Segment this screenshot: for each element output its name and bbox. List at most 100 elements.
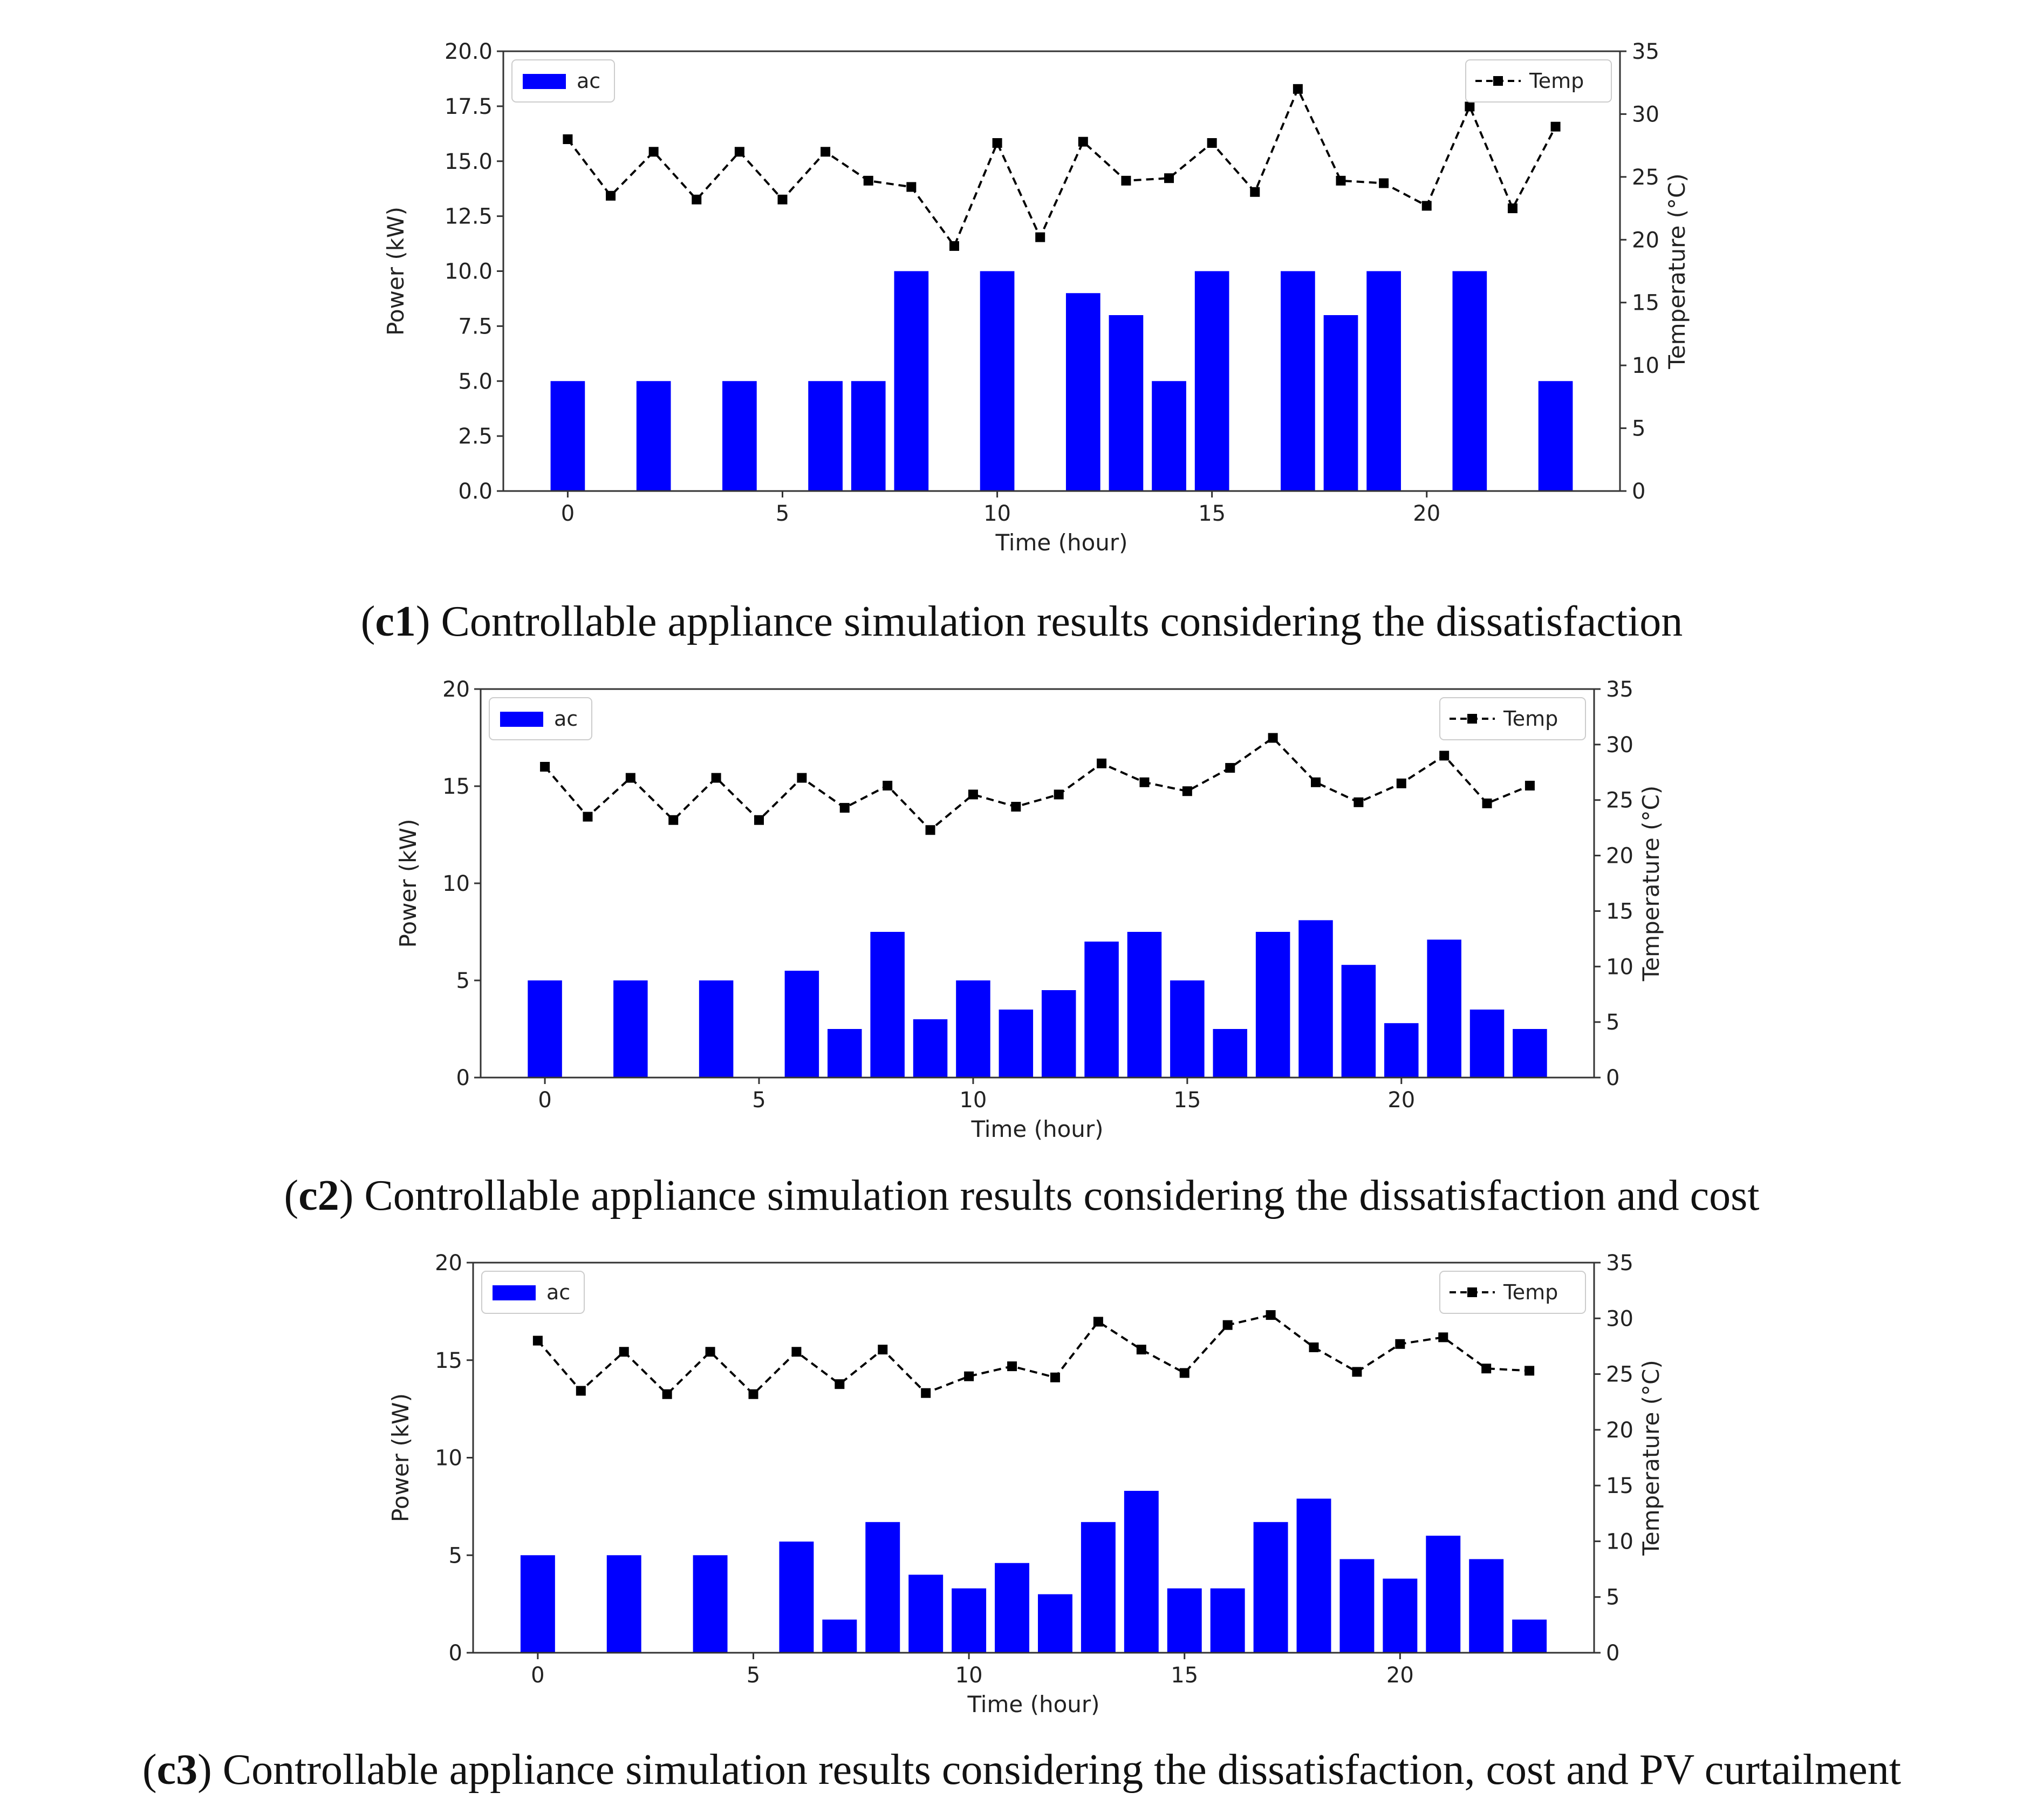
y2-tick-label: 0 — [1606, 1641, 1619, 1666]
bar — [1041, 990, 1076, 1078]
temp-point — [1139, 777, 1150, 787]
temp-point — [662, 1389, 672, 1399]
y2-tick-label: 30 — [1632, 102, 1659, 127]
bar — [613, 980, 648, 1078]
y2-tick-label: 20 — [1632, 228, 1659, 253]
temp-point — [1525, 1366, 1535, 1376]
y2-tick-label: 20 — [1606, 844, 1633, 869]
legend-line-marker — [1467, 1287, 1477, 1297]
temp-point — [1293, 84, 1303, 94]
bar — [908, 1575, 944, 1653]
y2-tick-label: 25 — [1632, 165, 1659, 190]
legend-line: Temp — [1465, 59, 1612, 103]
y-tick-label: 15.0 — [445, 149, 493, 174]
y2-tick-label: 0 — [1606, 1066, 1619, 1090]
temp-point — [1250, 187, 1260, 197]
temp-point — [563, 134, 573, 144]
bar — [1383, 1578, 1418, 1653]
temp-point — [797, 773, 807, 783]
bar — [1452, 271, 1487, 491]
y2-tick-label: 35 — [1606, 677, 1633, 702]
temp-point — [1182, 786, 1192, 796]
y-tick-label: 20.0 — [445, 39, 493, 64]
temp-point — [863, 175, 873, 186]
temp-point — [1353, 797, 1364, 807]
y2-tick-label: 15 — [1632, 291, 1659, 316]
bar — [1124, 1490, 1159, 1653]
temp-point — [921, 1388, 931, 1398]
x-tick-label: 10 — [955, 1663, 983, 1688]
y-tick-label: 17.5 — [445, 94, 493, 119]
caption-text: ) Controllable appliance simulation resu… — [416, 598, 1683, 645]
temp-point — [839, 803, 850, 813]
temp-point — [1507, 203, 1517, 214]
legend-bar: ac — [481, 1271, 585, 1314]
temp-point — [1352, 1367, 1362, 1377]
temp-point — [648, 147, 659, 157]
temp-point — [949, 241, 959, 251]
temp-point — [821, 147, 831, 157]
y-tick-label: 20 — [435, 1251, 462, 1276]
temp-point — [711, 773, 721, 783]
temp-point — [668, 815, 679, 825]
y2-tick-label: 35 — [1606, 1251, 1633, 1276]
temp-point — [835, 1379, 845, 1389]
chart-c3: 0 5 10 15 20 0 5 10 15 20 0 5 10 15 20 25 30 35 Time (hour… — [387, 1251, 1664, 1717]
temp-point — [734, 147, 744, 157]
bar — [1538, 381, 1573, 491]
y2-axis-label: Temperature (°C) — [1664, 173, 1690, 370]
legend-bar: ac — [511, 59, 615, 103]
temp-point — [878, 1345, 888, 1355]
y-axis-label: Power (kW) — [395, 819, 421, 948]
bar — [699, 980, 734, 1078]
y2-tick-label: 5 — [1632, 417, 1645, 441]
y-tick-label: 5 — [456, 969, 470, 993]
temp-point — [1225, 763, 1235, 773]
temp-point — [1421, 201, 1432, 211]
y2-tick-label: 35 — [1632, 39, 1659, 64]
x-tick-label: 10 — [959, 1088, 987, 1113]
legend-bar-swatch — [493, 1285, 536, 1300]
y2-tick-label: 25 — [1606, 788, 1633, 813]
x-tick-label: 5 — [776, 501, 789, 526]
temp-point — [1007, 1361, 1017, 1372]
bar — [1109, 315, 1144, 491]
y2-axis-label: Temperature (°C) — [1638, 1360, 1664, 1556]
legend-line-label: Temp — [1503, 707, 1558, 731]
y2-tick-label: 30 — [1606, 733, 1633, 758]
y-tick-label: 2.5 — [458, 424, 493, 449]
x-tick-label: 20 — [1387, 1088, 1415, 1113]
legend-bar: ac — [489, 697, 592, 740]
temp-point — [1465, 101, 1475, 112]
temp-line — [537, 1313, 1530, 1396]
temp-point — [1268, 733, 1278, 743]
legend-bar-label: ac — [577, 69, 600, 93]
bar — [1323, 315, 1358, 491]
temp-point — [1078, 137, 1088, 147]
legend-bar-label: ac — [546, 1280, 570, 1304]
temp-point — [1179, 1368, 1190, 1378]
temp-point — [754, 815, 764, 825]
bar — [550, 381, 585, 491]
bar — [1170, 980, 1205, 1078]
bar — [980, 271, 1015, 491]
y-tick-label: 5 — [449, 1543, 462, 1568]
temp-point — [964, 1371, 974, 1381]
y2-tick-label: 10 — [1632, 353, 1659, 378]
temp-point — [692, 194, 702, 205]
caption-open-paren: ( — [284, 1172, 299, 1219]
temp-point — [1395, 1339, 1405, 1349]
legend-line: Temp — [1439, 697, 1586, 740]
temp-line — [544, 736, 1530, 831]
bar — [999, 1010, 1034, 1078]
y-tick-label: 10 — [442, 871, 470, 896]
temp-point — [1396, 778, 1406, 788]
bar — [784, 971, 819, 1078]
temp-point — [1309, 1342, 1319, 1352]
bar — [606, 1555, 641, 1653]
legend-box — [1465, 59, 1612, 103]
temp-point — [1439, 751, 1450, 761]
caption-text: ) Controllable appliance simulation resu… — [339, 1172, 1760, 1219]
bar — [1366, 271, 1401, 491]
temp-point — [1121, 175, 1131, 186]
